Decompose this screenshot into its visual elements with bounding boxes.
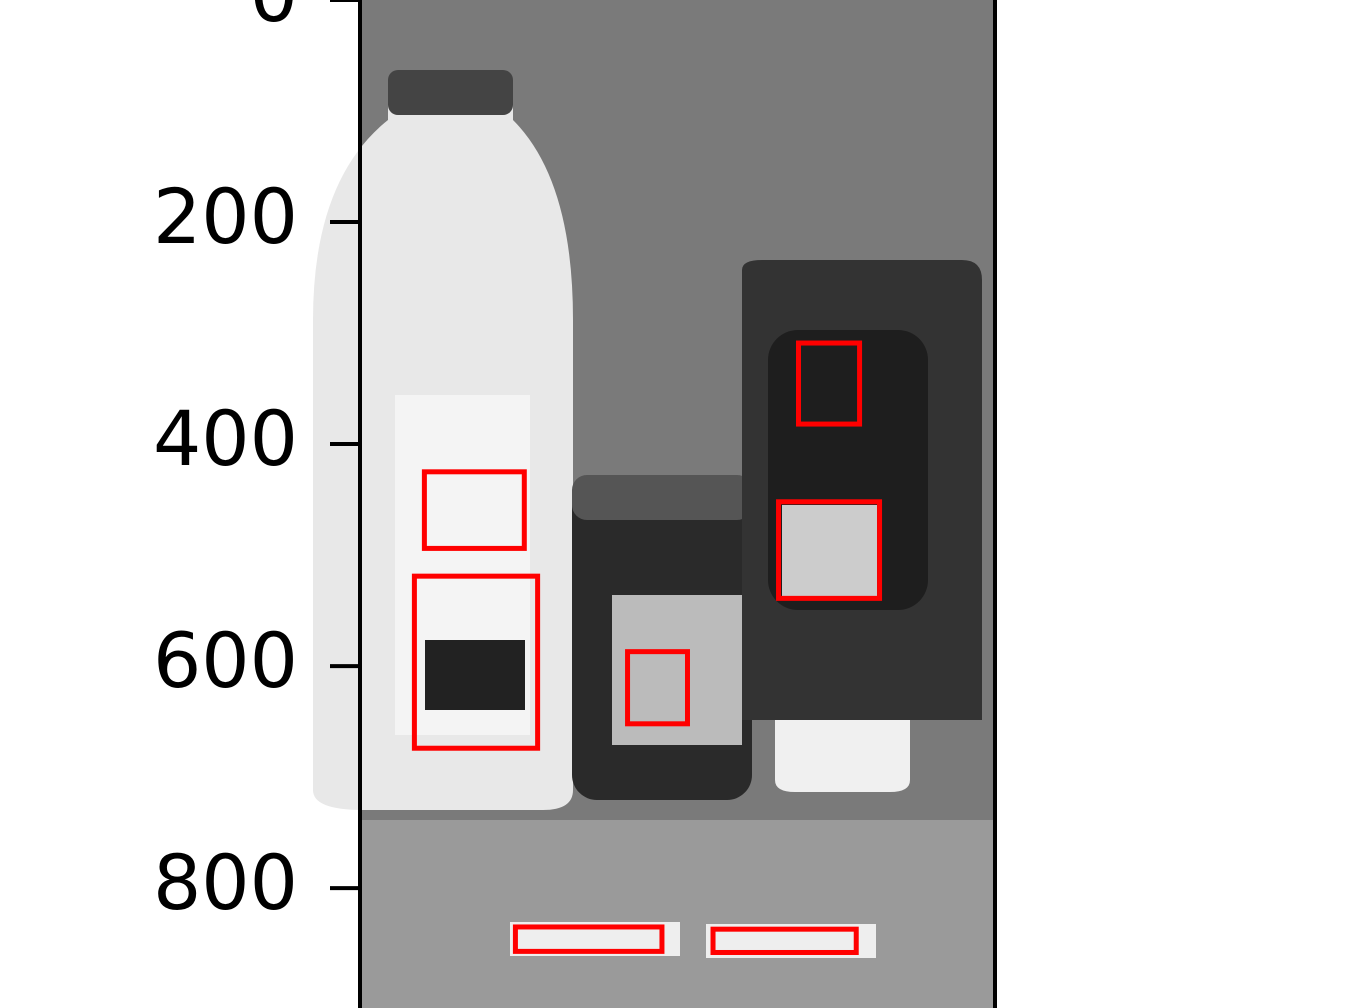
detection-box: [710, 926, 859, 955]
detection-box: [512, 924, 665, 954]
y-tick-label: 800: [153, 838, 298, 927]
photo: [313, 0, 995, 1008]
detection-box: [625, 649, 690, 727]
y-tick-label: 200: [153, 172, 298, 261]
detection-box: [421, 469, 527, 551]
detection-box: [776, 499, 883, 601]
y-tick-label: 400: [153, 394, 298, 483]
detection-box: [796, 340, 863, 427]
y-tick-label: 0: [250, 0, 298, 39]
y-tick-label: 600: [153, 616, 298, 705]
axes-frame: [358, 0, 997, 1008]
detection-box: [411, 573, 541, 751]
